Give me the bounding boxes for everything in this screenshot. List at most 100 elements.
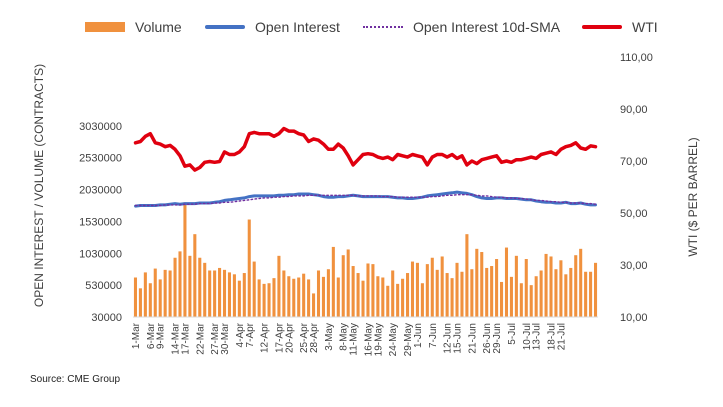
volume-bar xyxy=(519,283,523,317)
volume-bar xyxy=(193,234,197,317)
volume-bar xyxy=(148,283,152,317)
volume-bar xyxy=(178,251,182,317)
volume-bar xyxy=(504,247,509,317)
x-tick-label: 17-Mar xyxy=(180,322,191,354)
open-interest-sma-line xyxy=(134,193,597,207)
x-tick-label: 19-May xyxy=(373,323,384,356)
volume-bar xyxy=(366,263,370,317)
volume-bar xyxy=(143,272,147,317)
volume-bar xyxy=(490,266,494,317)
volume-bar xyxy=(470,269,474,317)
x-tick-label: 26-Jun xyxy=(482,323,493,354)
y-axis-title: OPEN INTEREST / VOLUME (CONTRACTS) xyxy=(32,64,46,307)
volume-bar xyxy=(326,269,330,317)
volume-bar xyxy=(549,256,553,317)
x-tick-label: 1-Jun xyxy=(413,323,424,348)
volume-bar xyxy=(574,255,578,317)
volume-bar xyxy=(361,280,365,317)
x-tick-label: 16-May xyxy=(364,323,375,356)
x-tick-label: 15-Jun xyxy=(453,323,464,354)
volume-bar xyxy=(430,257,434,317)
volume-bar xyxy=(495,259,499,317)
volume-bar xyxy=(208,270,212,317)
volume-bar xyxy=(158,279,162,317)
y-tick-label: 30000 xyxy=(91,312,122,324)
volume-bar xyxy=(381,277,385,317)
volume-bar xyxy=(475,248,479,317)
volume-bar xyxy=(316,270,321,317)
x-tick-label: 28-Apr xyxy=(309,322,320,353)
legend-label-wti: WTI xyxy=(632,19,658,35)
y-tick-label: 530000 xyxy=(85,280,122,292)
volume-bar xyxy=(406,273,410,317)
x-tick-label: 17-Apr xyxy=(274,322,285,353)
volume-bar xyxy=(282,270,286,317)
volume-bar xyxy=(485,267,489,317)
volume-bar xyxy=(262,283,266,317)
y-tick-label: 3030000 xyxy=(79,121,122,133)
x-tick-label: 21-Jul xyxy=(556,323,567,350)
x-tick-label: 7-Jun xyxy=(428,323,439,348)
volume-bar xyxy=(331,246,335,317)
x-tick-label: 13-Jul xyxy=(532,323,543,350)
volume-bar xyxy=(584,271,588,317)
y-tick-label: 1030000 xyxy=(79,248,122,260)
volume-bar xyxy=(450,278,454,317)
x-tick-label: 6-Mar xyxy=(146,322,157,349)
x-tick-label: 12-Jun xyxy=(443,323,454,354)
volume-bar xyxy=(593,262,598,317)
legend-swatch-wti xyxy=(582,25,622,29)
y-tick-label: 2030000 xyxy=(79,185,122,197)
volume-bar xyxy=(569,267,573,317)
volume-bar xyxy=(272,278,276,317)
volume-bar xyxy=(203,262,207,317)
x-tick-label: 29-May xyxy=(403,323,414,356)
volume-bar xyxy=(247,219,251,317)
volume-bar xyxy=(257,279,261,317)
volume-bar xyxy=(455,262,459,317)
legend-label-volume: Volume xyxy=(135,19,182,35)
volume-bar xyxy=(173,257,177,317)
y-tick-label: 2530000 xyxy=(79,153,122,165)
volume-bar xyxy=(509,276,513,317)
volume-bar xyxy=(163,269,167,317)
volume-bar xyxy=(218,267,222,317)
volume-bar xyxy=(534,276,538,317)
x-tick-label: 10-Jul xyxy=(522,323,533,350)
volume-bar xyxy=(396,283,400,317)
x-tick-label: 9-Mar xyxy=(156,322,167,349)
volume-bar xyxy=(465,234,469,317)
volume-bar xyxy=(544,253,548,317)
y2-tick-label: 30,00 xyxy=(620,260,648,272)
volume-bar xyxy=(559,260,563,317)
legend-item-open-interest: Open Interest xyxy=(205,14,340,40)
x-tick-label: 29-Jun xyxy=(492,323,503,354)
y2-axis-title: WTI ($ PER BARREL) xyxy=(686,137,700,256)
y2-tick-label: 50,00 xyxy=(620,208,648,220)
x-tick-label: 11-May xyxy=(349,323,360,356)
y2-tick-label: 70,00 xyxy=(620,156,648,168)
y2-tick-label: 90,00 xyxy=(620,104,648,116)
volume-bar xyxy=(277,255,281,317)
legend-swatch-open-interest xyxy=(205,25,245,29)
x-tick-label: 24-May xyxy=(388,323,399,356)
volume-bar xyxy=(213,270,217,317)
volume-bar xyxy=(168,270,172,317)
volume-bar xyxy=(307,279,311,317)
x-tick-label: 4-Apr xyxy=(235,322,246,347)
y2-tick-label: 110,00 xyxy=(620,52,653,64)
volume-bar xyxy=(500,281,504,317)
x-tick-label: 25-Apr xyxy=(299,322,310,353)
volume-bar xyxy=(539,270,543,317)
legend-swatch-volume xyxy=(85,22,125,32)
volume-bar xyxy=(579,248,583,317)
source-note: Source: CME Group xyxy=(30,374,121,385)
legend-item-volume: Volume xyxy=(85,14,182,40)
wti-line xyxy=(133,126,598,172)
volume-bar xyxy=(341,255,345,317)
volume-bar xyxy=(297,277,301,317)
volume-bar xyxy=(425,264,429,317)
volume-bar xyxy=(252,261,256,317)
x-tick-label: 30-Mar xyxy=(220,322,231,354)
volume-bar xyxy=(524,259,528,317)
